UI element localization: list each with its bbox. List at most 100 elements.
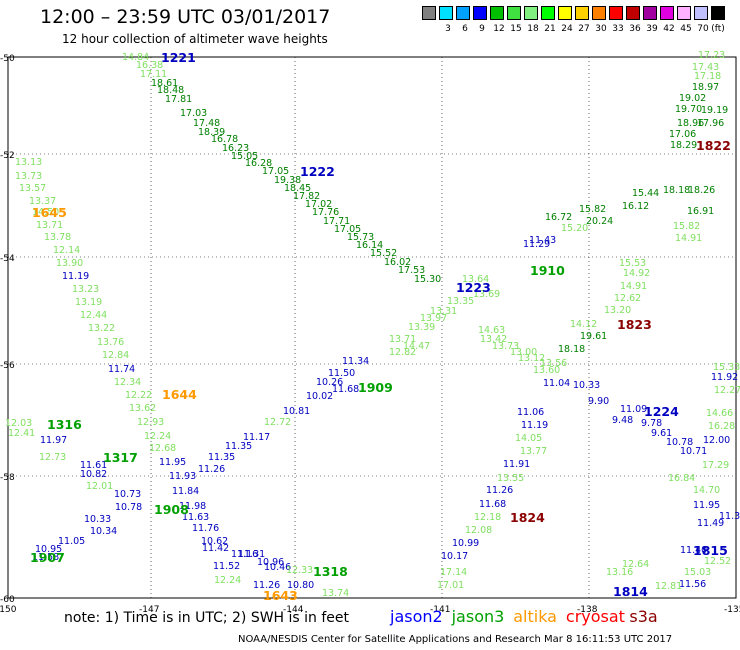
wave-height-reading: 17.71: [323, 216, 350, 227]
wave-height-reading: 19.38: [274, 175, 301, 186]
credit-line: NOAA/NESDIS Center for Satellite Applica…: [238, 634, 673, 645]
wave-height-reading: 16.91: [687, 206, 714, 217]
wave-height-reading: 11.26: [198, 464, 225, 475]
legend-swatch: [575, 6, 589, 20]
wave-height-reading: 11.63: [182, 512, 209, 523]
legend-swatch: [456, 6, 470, 20]
wave-height-reading: 13.71: [389, 334, 416, 345]
track-time-label: 1824: [510, 510, 545, 525]
legend-label: 42: [663, 24, 675, 34]
wave-height-reading: 11.49: [697, 518, 724, 529]
legend-swatch: [643, 6, 657, 20]
wave-height-reading: 13.12: [518, 353, 545, 364]
wave-height-reading: 14.91: [620, 281, 647, 292]
wave-height-reading: 17.96: [697, 118, 724, 129]
wave-height-reading: 18.61: [151, 78, 178, 89]
wave-height-reading: 18.96: [677, 118, 704, 129]
wave-height-reading: 14.66: [706, 408, 733, 419]
wave-height-reading: 12.34: [114, 377, 141, 388]
wave-height-reading: 18.26: [688, 185, 715, 196]
legend-label: 3: [445, 24, 451, 34]
legend-label: 21: [544, 24, 556, 34]
track-time-label: 1814: [613, 584, 648, 599]
wave-height-reading: 12.14: [53, 245, 80, 256]
wave-height-reading: 10.96: [257, 557, 284, 568]
wave-height-reading: 14.50: [32, 207, 59, 218]
track-time-label: 1644: [162, 387, 197, 402]
wave-height-reading: 9.90: [588, 396, 609, 407]
wave-height-reading: 17.02: [305, 199, 332, 210]
wave-height-reading: 10.95: [35, 544, 62, 555]
wave-height-reading: 10.62: [201, 536, 228, 547]
wave-height-reading: 13.57: [19, 183, 46, 194]
wave-height-reading: 10.73: [114, 489, 141, 500]
map-frame: [7, 56, 737, 599]
wave-height-reading: 11.34: [342, 356, 369, 367]
wave-height-reading: 18.48: [157, 85, 184, 96]
latitude-label: -60: [0, 595, 15, 605]
wave-height-reading: 17.03: [180, 108, 207, 119]
wave-height-reading: 9.78: [641, 418, 662, 429]
track-time-label: 1318: [313, 564, 348, 579]
longitude-label: -144: [283, 605, 304, 615]
longitude-label: -147: [139, 605, 159, 615]
wave-height-reading: 17.11: [140, 69, 167, 80]
wave-height-reading: 11.76: [192, 523, 219, 534]
wave-height-reading: 17.05: [262, 166, 289, 177]
latitude-label: -56: [0, 361, 15, 371]
wave-height-reading: 13.35: [447, 296, 474, 307]
latitude-label: -52: [0, 151, 15, 161]
wave-height-reading: 12.24: [214, 575, 241, 586]
wave-height-reading: 11.61: [80, 460, 107, 471]
wave-height-reading: 11.19: [521, 420, 548, 431]
wave-height-reading: 13.64: [462, 274, 489, 285]
wave-height-reading: 11.19: [62, 271, 89, 282]
wave-height-reading: 13.56: [540, 358, 567, 369]
wave-height-reading: 13.74: [322, 588, 349, 599]
track-time-label: 1224: [644, 404, 679, 419]
track-time-label: 1223: [456, 280, 491, 295]
wave-height-reading: 15.03: [684, 567, 711, 578]
map-title: 12:00 – 23:59 UTC 03/01/2017: [40, 6, 331, 28]
wave-height-reading: 15.82: [673, 221, 700, 232]
wave-height-reading: 11.97: [40, 435, 67, 446]
wave-height-reading: 16.38: [136, 60, 163, 71]
wave-height-reading: 12.93: [137, 417, 164, 428]
wave-height-reading: 13.19: [75, 297, 102, 308]
legend-unit: (ft): [711, 24, 725, 34]
track-time-label: 1907: [30, 550, 65, 565]
wave-height-reading: 17.14: [440, 567, 467, 578]
legend-swatch: [422, 6, 436, 20]
wave-height-reading: 15.82: [579, 204, 606, 215]
wave-height-reading: 13.20: [604, 305, 631, 316]
longitude-label: -135: [724, 605, 740, 615]
wave-height-reading: 12.22: [125, 390, 152, 401]
wave-height-reading: 10.34: [90, 526, 117, 537]
latitude-label: -58: [0, 473, 15, 483]
wave-height-reading: 15.20: [561, 223, 588, 234]
wave-height-reading: 17.05: [334, 224, 361, 235]
legend-swatch: [660, 6, 674, 20]
wave-height-reading: 13.22: [88, 323, 115, 334]
wave-height-reading: 13.37: [29, 196, 56, 207]
wave-height-reading: 12.44: [80, 310, 107, 321]
legend-swatch: [439, 6, 453, 20]
map-subtitle: 12 hour collection of altimeter wave hei…: [62, 32, 328, 46]
wave-height-reading: 13.90: [56, 258, 83, 269]
wave-height-reading: 13.73: [492, 341, 519, 352]
wave-height-reading: 15.05: [231, 151, 258, 162]
wave-height-reading: 13.69: [473, 289, 500, 300]
wave-height-reading: 12.03: [5, 418, 32, 429]
wave-height-reading: 11.74: [108, 364, 135, 375]
wave-height-reading: 13.55: [497, 473, 524, 484]
wave-height-reading: 17.06: [669, 129, 696, 140]
wave-height-reading: 17.82: [293, 191, 320, 202]
legend-swatch: [507, 6, 521, 20]
wave-height-reading: 15.53: [619, 258, 646, 269]
wave-height-reading: 13.78: [44, 232, 71, 243]
wave-height-reading: 11.68: [332, 384, 359, 395]
wave-height-reading: 11.40: [680, 545, 707, 556]
legend-label: 27: [578, 24, 590, 34]
legend-label: 36: [629, 24, 641, 34]
